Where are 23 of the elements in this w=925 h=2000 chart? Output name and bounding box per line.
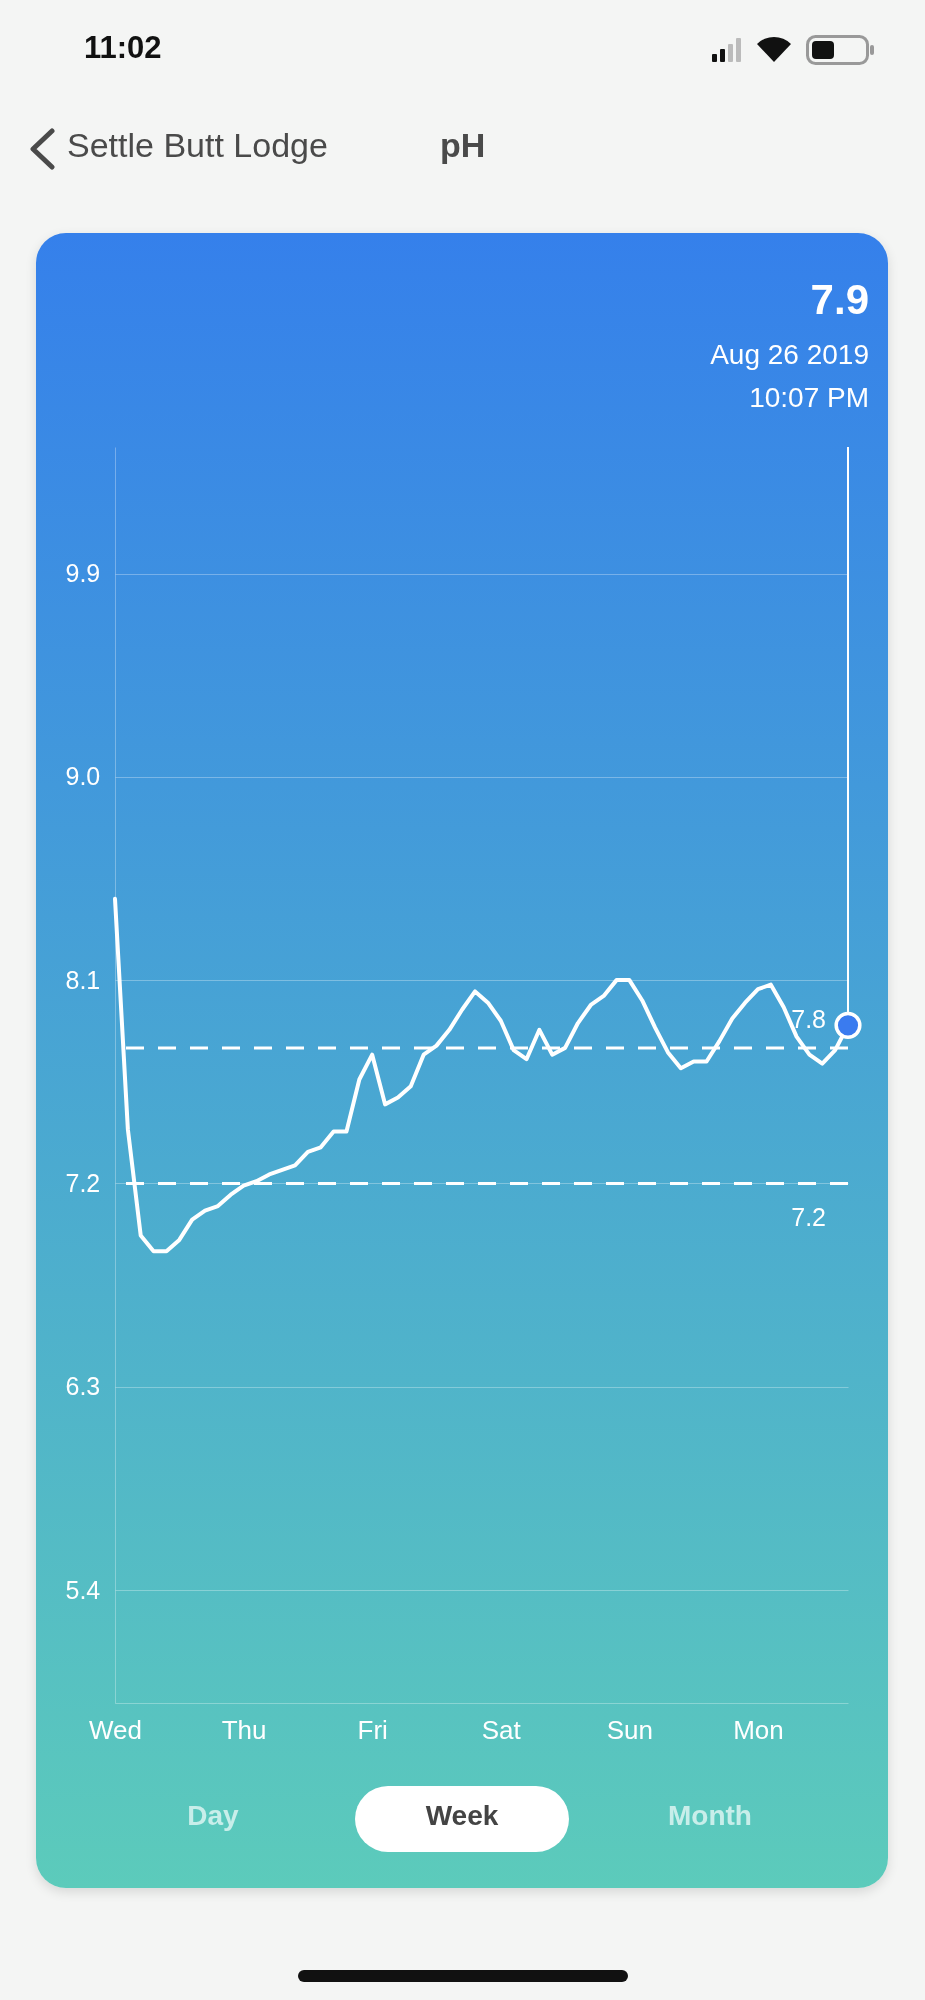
x-tick-label: Mon <box>733 1714 784 1745</box>
y-tick-label: 6.3 <box>65 1372 101 1401</box>
text: Month <box>667 1800 753 1832</box>
y-tick-label: 7.2 <box>65 1168 101 1197</box>
text: 11:02 <box>84 30 162 66</box>
ref-line-label: 7.2 <box>791 1203 826 1232</box>
text: Settle Butt Lodge <box>67 126 328 165</box>
chart-title: pH <box>440 126 486 165</box>
y-tick-label: 5.4 <box>65 1575 101 1604</box>
y-tick-label: 9.0 <box>65 762 101 791</box>
text: Aug 26 2019 <box>710 339 869 371</box>
ref-line-label: 7.8 <box>791 1004 826 1033</box>
x-tick-label: Sun <box>606 1714 654 1745</box>
x-tick-label: Sat <box>481 1714 522 1745</box>
y-tick-label: 8.1 <box>65 965 101 994</box>
text: Week <box>424 1800 500 1832</box>
y-tick-label: 9.9 <box>65 559 101 587</box>
text: Day <box>186 1800 240 1832</box>
text: 10:07 PM <box>749 382 869 414</box>
x-tick-label: Fri <box>357 1714 388 1745</box>
x-tick-label: Wed <box>89 1714 142 1745</box>
text: 7.9 <box>810 276 869 324</box>
x-tick-label: Thu <box>221 1714 267 1745</box>
